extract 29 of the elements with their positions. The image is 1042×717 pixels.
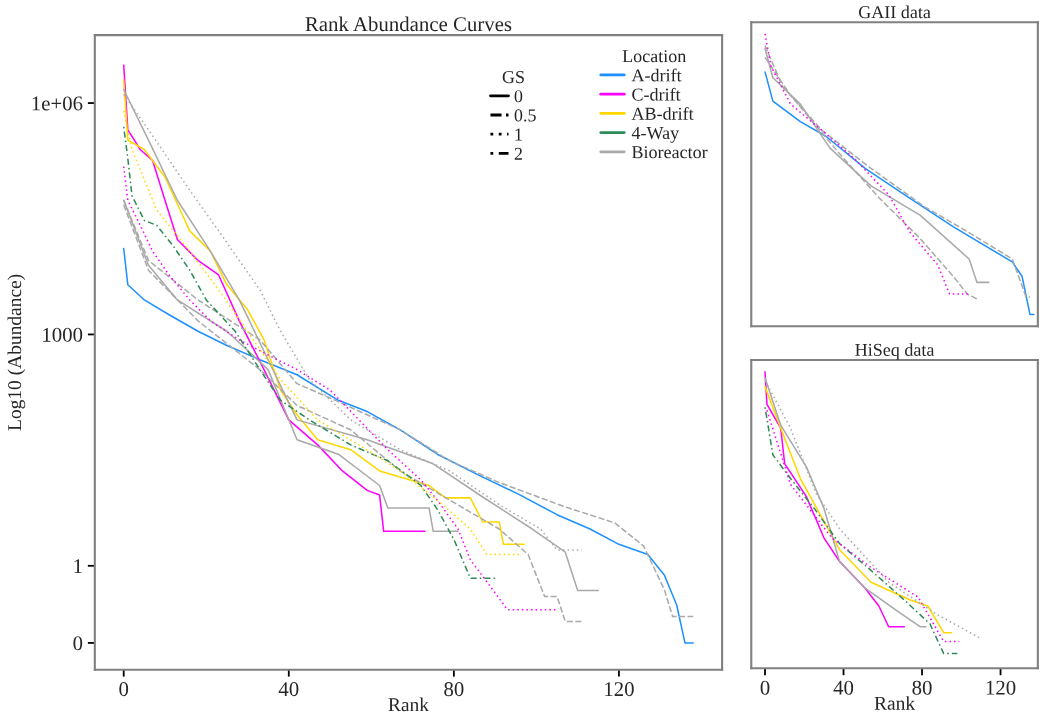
annotation: 2 [514,147,522,160]
x-tick-label: 120 [605,682,634,697]
y-tick-label: 0 [73,636,83,651]
x-tick-label: 0 [119,682,129,697]
x-axis-title: Rank [388,697,429,712]
y-tick-label: 1000 [43,327,83,342]
x-axis-title: Rank [874,696,916,710]
chart-title: Rank Abundance Curves [305,16,512,32]
annotation: 0 [514,90,523,103]
chart-title: HiSeq data [855,343,935,360]
y-axis-title: Log10 (Abundance) [7,274,26,431]
chart-title: GAII data [858,5,931,19]
legend-label: A-drift [631,68,682,82]
annotation: GS [502,70,524,84]
y-tick-label: 1e+06 [32,96,83,111]
x-tick-label: 0 [760,680,770,695]
legend-label: C-drift [632,87,681,101]
x-tick-label: 40 [833,680,854,695]
annotation: 1 [515,128,522,141]
legend-label: 4-Way [631,126,680,143]
legend-label: AB-drift [631,106,694,120]
x-tick-label: 80 [912,680,932,695]
legend-label: Bioreactor [631,146,708,159]
legend-title: Location [622,50,687,63]
y-tick-label: 1 [74,559,82,574]
x-tick-label: 40 [278,682,299,697]
annotation: 0.5 [514,109,536,122]
x-tick-label: 120 [986,680,1016,695]
x-tick-label: 80 [444,682,464,697]
